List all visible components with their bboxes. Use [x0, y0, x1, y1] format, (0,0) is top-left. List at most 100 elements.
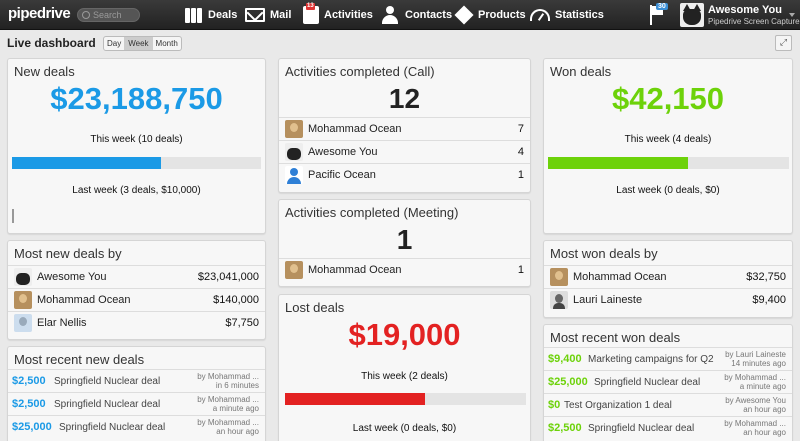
new-deals-this-week: This week (10 deals): [90, 134, 183, 145]
avatar: [285, 143, 303, 161]
deal-value: $140,000: [213, 294, 259, 306]
person-name: Mohammad Ocean: [37, 294, 131, 306]
list-item[interactable]: Mohammad Ocean 1: [279, 258, 530, 281]
deal-owner-time: by Mohammad ... an hour ago: [197, 418, 259, 436]
top-bar: pipedrive Search Deals Mail 13 Activitie…: [0, 0, 800, 30]
activity-count: 1: [517, 169, 524, 181]
table-row[interactable]: $2,500 Springfield Nuclear deal by Moham…: [544, 416, 792, 439]
deal-title[interactable]: Springfield Nuclear deal: [59, 422, 166, 433]
new-deals-progress-bar: [12, 157, 261, 169]
deal-amount[interactable]: $2,500: [548, 422, 582, 434]
won-deals-last-week: Last week (0 deals, $0): [616, 185, 720, 196]
list-item[interactable]: Lauri Laineste $9,400: [544, 288, 792, 311]
deal-amount[interactable]: $2,500: [12, 375, 46, 387]
most-new-deals-title: Most new deals by: [14, 246, 122, 261]
deal-amount[interactable]: $25,000: [12, 421, 52, 433]
resize-grip: [12, 209, 14, 223]
activity-count: 4: [517, 146, 524, 158]
avatar: [285, 166, 303, 184]
nav-deals[interactable]: Deals: [185, 0, 237, 30]
user-company: Pipedrive Screen Capture: [708, 17, 800, 26]
won-deals-progress-fill: [548, 157, 688, 169]
deal-title[interactable]: Springfield Nuclear deal: [588, 423, 695, 434]
lost-deals-progress-fill: [285, 393, 425, 405]
user-menu-caret-icon[interactable]: [789, 13, 795, 17]
list-item[interactable]: Mohammad Ocean $32,750: [544, 265, 792, 288]
list-item[interactable]: Awesome You 4: [279, 140, 530, 163]
range-week-button[interactable]: Week: [125, 37, 153, 50]
nav-statistics[interactable]: Statistics: [530, 0, 604, 30]
search-placeholder: Search: [93, 10, 122, 20]
avatar: [550, 291, 568, 309]
search-icon: [82, 11, 90, 19]
nav-activities-label: Activities: [324, 9, 373, 21]
table-row[interactable]: $0 Test Organization 1 deal by Awesome Y…: [544, 393, 792, 416]
won-deals-card: Won deals $42,150 This week (4 deals) La…: [543, 58, 793, 234]
new-deals-title: New deals: [14, 64, 75, 79]
nav-statistics-label: Statistics: [555, 9, 604, 21]
call-activities-count: 12: [388, 83, 421, 114]
user-name[interactable]: Awesome You: [708, 4, 782, 16]
most-new-deals-card: Most new deals by Awesome You $23,041,00…: [7, 240, 266, 340]
range-switch: Day Week Month: [103, 36, 182, 51]
lost-deals-title: Lost deals: [285, 300, 345, 315]
call-activities-title: Activities completed (Call): [285, 64, 435, 79]
table-row[interactable]: $2,500 Springfield Nuclear deal by Moham…: [8, 369, 265, 392]
deal-title[interactable]: Springfield Nuclear deal: [594, 377, 701, 388]
deal-owner-time: by Awesome You an hour ago: [725, 396, 786, 414]
list-item[interactable]: Pacific Ocean 1: [279, 163, 530, 186]
list-item[interactable]: Mohammad Ocean $140,000: [8, 288, 265, 311]
lost-deals-this-week: This week (2 deals): [361, 371, 448, 382]
person-name: Lauri Laineste: [573, 294, 643, 306]
table-row[interactable]: $25,000 Springfield Nuclear deal by Moha…: [8, 415, 265, 438]
nav-products[interactable]: Products: [454, 0, 526, 30]
nav-contacts[interactable]: Contacts: [380, 0, 452, 30]
most-won-deals-title: Most won deals by: [550, 246, 658, 261]
avatar: [14, 268, 32, 286]
contacts-icon: [380, 6, 400, 24]
meeting-activities-card: Activities completed (Meeting) 1 Mohamma…: [278, 199, 531, 287]
deal-amount[interactable]: $9,400: [548, 353, 582, 365]
deal-title[interactable]: Springfield Nuclear deal: [54, 399, 161, 410]
activity-count: 1: [517, 264, 524, 276]
search-input[interactable]: Search: [77, 8, 140, 22]
nav-products-label: Products: [478, 9, 526, 21]
list-item[interactable]: Elar Nellis $7,750: [8, 311, 265, 334]
avatar: [14, 314, 32, 332]
fullscreen-expand-icon[interactable]: ⤢: [775, 35, 792, 51]
notifications-flag-icon[interactable]: 30: [649, 3, 668, 25]
range-day-button[interactable]: Day: [104, 37, 126, 50]
deal-amount[interactable]: $25,000: [548, 376, 588, 388]
table-row[interactable]: $2,500 Springfield Nuclear deal by Moham…: [8, 392, 265, 415]
nav-deals-label: Deals: [208, 9, 238, 21]
won-deals-title: Won deals: [550, 64, 612, 79]
deal-title[interactable]: Springfield Nuclear deal: [54, 376, 161, 387]
user-avatar[interactable]: [680, 3, 704, 27]
pipedrive-logo[interactable]: pipedrive: [8, 5, 71, 22]
won-deals-progress-bar: [548, 157, 789, 169]
deal-title[interactable]: Test Organization 1 deal: [564, 400, 672, 411]
list-item[interactable]: Awesome You $23,041,000: [8, 265, 265, 288]
call-activities-card: Activities completed (Call) 12 Mohammad …: [278, 58, 531, 193]
nav-activities[interactable]: 13 Activities: [303, 0, 373, 30]
meeting-activities-count: 1: [396, 224, 413, 255]
list-item[interactable]: Mohammad Ocean 7: [279, 117, 530, 140]
range-month-button[interactable]: Month: [155, 39, 178, 48]
new-deals-progress-fill: [12, 157, 162, 169]
table-row[interactable]: $9,400 Marketing campaigns for Q2 by Lau…: [544, 347, 792, 370]
deal-amount[interactable]: $2,500: [12, 398, 46, 410]
avatar: [14, 291, 32, 309]
new-deals-amount: $23,188,750: [50, 81, 223, 116]
activity-count: 7: [517, 123, 524, 135]
won-deals-amount: $42,150: [611, 81, 725, 116]
activities-badge: 13: [306, 3, 315, 10]
deal-amount[interactable]: $0: [548, 399, 561, 411]
lost-deals-last-week: Last week (0 deals, $0): [352, 423, 457, 434]
deal-owner-time: by Mohammad ... an hour ago: [724, 419, 786, 437]
table-row[interactable]: $25,000 Springfield Nuclear deal by Moha…: [544, 370, 792, 393]
person-name: Mohammad Ocean: [308, 123, 402, 135]
meeting-activities-title: Activities completed (Meeting): [285, 205, 459, 220]
box-icon: [454, 5, 474, 25]
nav-mail[interactable]: Mail: [245, 0, 291, 30]
deal-title[interactable]: Marketing campaigns for Q2: [588, 354, 714, 365]
